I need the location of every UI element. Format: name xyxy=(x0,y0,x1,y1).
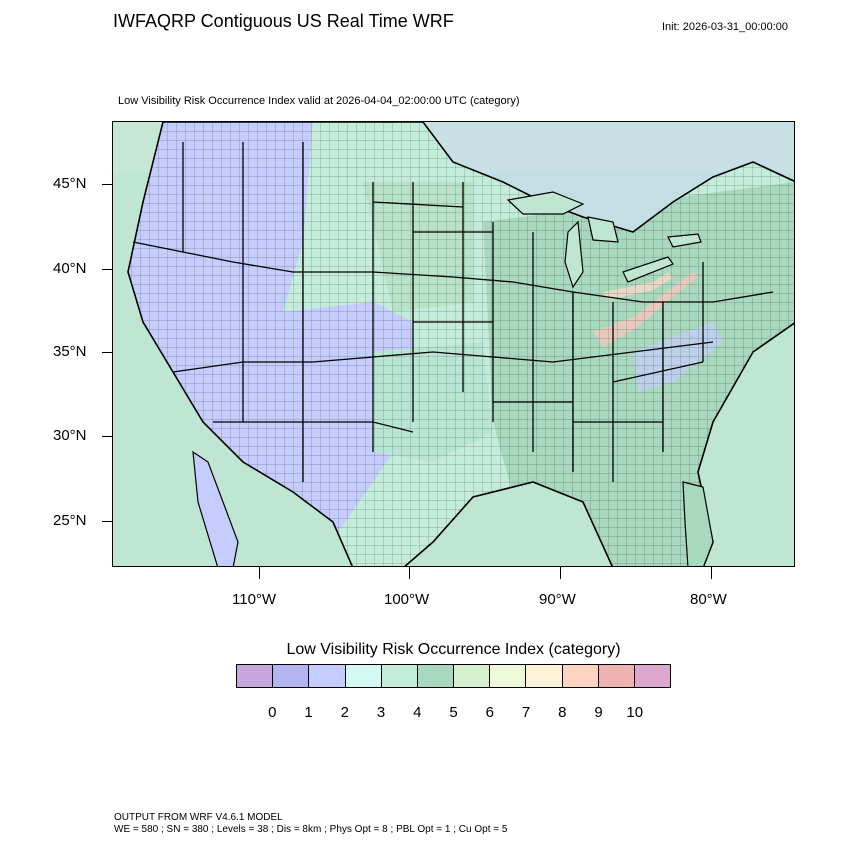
map-subtitle: Low Visibility Risk Occurrence Index val… xyxy=(118,95,520,107)
map-frame xyxy=(112,121,795,567)
lat-label-35n: 35°N xyxy=(53,343,87,360)
lat-label-40n: 40°N xyxy=(53,260,87,277)
footer-config-info: WE = 580 ; SN = 380 ; Levels = 38 ; Dis … xyxy=(114,824,508,835)
lat-tick xyxy=(102,352,112,353)
lon-tick xyxy=(711,567,712,579)
colorbar-label: 7 xyxy=(521,704,531,721)
lat-label-45n: 45°N xyxy=(53,175,87,192)
colorbar-swatch-1 xyxy=(273,665,310,687)
colorbar-swatch-0 xyxy=(237,665,274,687)
init-time: Init: 2026-03-31_00:00:00 xyxy=(662,21,788,33)
colorbar-swatch-4 xyxy=(381,665,418,687)
great-lakes xyxy=(506,191,702,289)
colorbar-label: 4 xyxy=(413,704,422,721)
colorbar-swatch-3 xyxy=(345,665,382,687)
colorbar-swatch-7 xyxy=(490,665,527,687)
us-map xyxy=(113,122,794,566)
lon-label-90w: 90°W xyxy=(539,591,576,608)
colorbar-swatch-6 xyxy=(454,665,491,687)
lon-tick xyxy=(560,567,561,579)
colorbar-swatch-5 xyxy=(417,665,455,687)
florida xyxy=(682,481,714,566)
canada-land xyxy=(113,122,794,232)
colorbar-label: 1 xyxy=(304,704,313,721)
main-title: IWFAQRP Contiguous US Real Time WRF xyxy=(113,11,454,31)
colorbar-swatch-10 xyxy=(598,665,635,687)
colorbar-swatch-8 xyxy=(526,665,563,687)
lat-tick xyxy=(102,436,112,437)
colorbar-swatch-9 xyxy=(562,665,599,687)
lon-tick xyxy=(409,567,410,579)
lon-label-80w: 80°W xyxy=(690,591,727,608)
colorbar-swatch-2 xyxy=(309,665,346,687)
colorbar-label: 9 xyxy=(594,704,603,721)
lon-tick xyxy=(259,567,260,579)
lon-label-110w: 110°W xyxy=(232,591,277,608)
colorbar-label: 10 xyxy=(626,704,644,721)
colorbar-label: 8 xyxy=(558,704,567,721)
lat-label-30n: 30°N xyxy=(53,427,87,444)
baja-california xyxy=(192,450,239,566)
colorbar xyxy=(236,664,671,688)
lat-label-25n: 25°N xyxy=(53,512,87,529)
lat-tick xyxy=(102,184,112,185)
colorbar-label: 6 xyxy=(485,704,494,721)
lon-label-100w: 100°W xyxy=(384,591,430,608)
footer-model-info: OUTPUT FROM WRF V4.6.1 MODEL xyxy=(114,812,283,823)
colorbar-label: 0 xyxy=(268,704,277,721)
colorbar-swatch-11 xyxy=(634,665,671,687)
lat-tick xyxy=(102,521,112,522)
lat-tick xyxy=(102,269,112,270)
colorbar-label: 2 xyxy=(340,704,349,721)
legend-title: Low Visibility Risk Occurrence Index (ca… xyxy=(286,641,621,658)
colorbar-label: 3 xyxy=(376,704,386,721)
state-boundaries xyxy=(132,142,774,482)
colorbar-label: 5 xyxy=(449,704,458,721)
